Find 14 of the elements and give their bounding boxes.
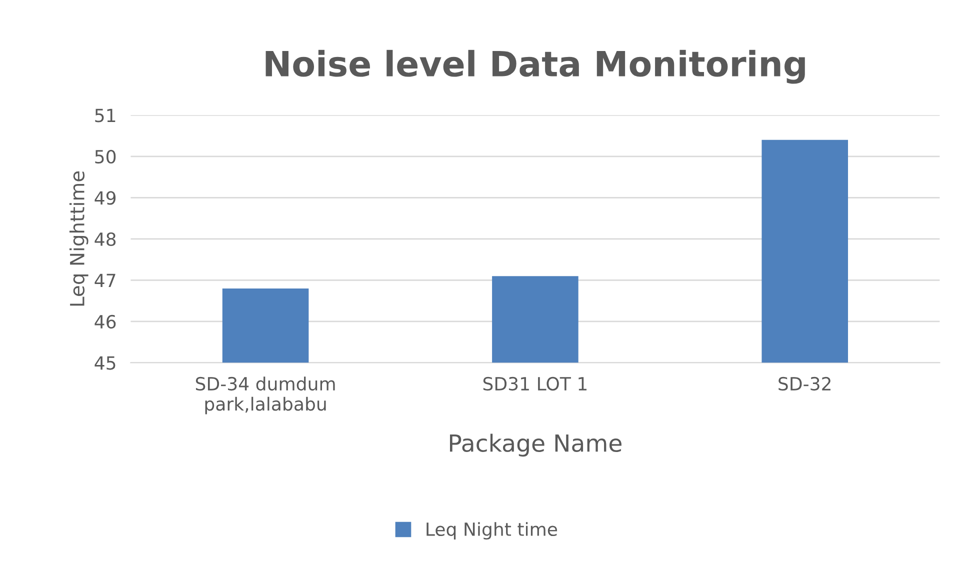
x-axis-title: Package Name: [450, 434, 622, 457]
y-tick-label: 47: [94, 274, 116, 288]
x-tick-label: SD31 LOT 1: [483, 376, 586, 391]
legend-label: Leq Night time: [426, 522, 558, 540]
y-tick-label: 46: [94, 314, 116, 329]
y-axis-title: Leq Nighttime: [69, 171, 88, 306]
x-tick-label: SD-34 dumdum park,lalababu: [196, 376, 335, 414]
y-tick-label: 45: [94, 356, 116, 370]
y-tick-label: 48: [94, 232, 116, 246]
x-tick-label: SD-32: [778, 376, 830, 391]
y-tick-label: 51: [95, 108, 116, 122]
y-tick-label: 50: [95, 150, 116, 164]
chart-title: Noise level Data Monitoring: [266, 50, 805, 84]
y-tick-label: 49: [94, 191, 116, 205]
